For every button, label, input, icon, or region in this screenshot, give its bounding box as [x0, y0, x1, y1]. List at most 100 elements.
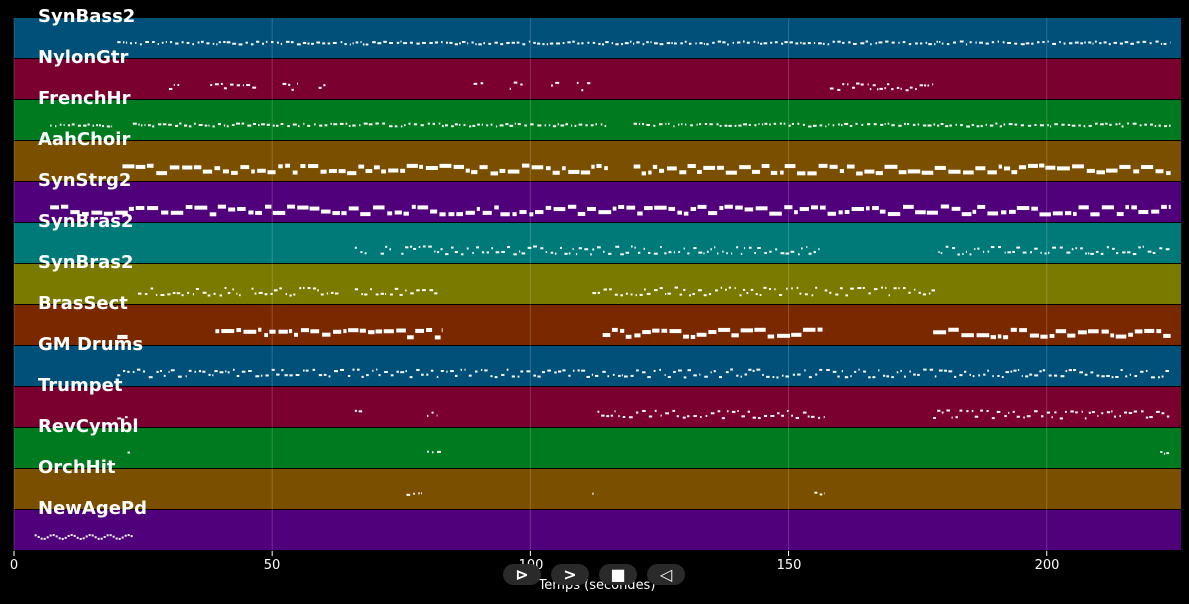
- note: [127, 534, 130, 537]
- note: [530, 123, 534, 126]
- note: [278, 164, 283, 169]
- note: [673, 251, 676, 254]
- note: [857, 287, 862, 290]
- note: [480, 82, 484, 85]
- stop-button[interactable]: ■: [599, 564, 637, 585]
- note: [690, 124, 693, 127]
- note: [514, 122, 516, 125]
- x-tick-label: 50: [263, 558, 281, 573]
- note: [842, 41, 845, 44]
- note: [740, 375, 742, 378]
- note: [67, 534, 70, 537]
- note: [959, 409, 963, 412]
- note: [281, 369, 284, 372]
- note: [434, 250, 436, 253]
- note: [333, 123, 338, 126]
- note: [602, 333, 611, 338]
- note: [360, 251, 363, 254]
- note: [1127, 251, 1131, 254]
- note: [965, 250, 967, 253]
- note: [753, 40, 756, 43]
- note: [679, 170, 687, 175]
- note: [1016, 415, 1020, 418]
- note: [719, 205, 724, 210]
- note: [549, 42, 554, 45]
- note: [280, 42, 283, 45]
- note: [757, 417, 761, 420]
- note: [770, 41, 773, 44]
- note: [188, 125, 192, 128]
- forward-button[interactable]: >: [551, 564, 589, 585]
- note: [531, 165, 544, 170]
- note: [891, 124, 895, 127]
- note: [951, 416, 953, 419]
- note: [1096, 170, 1105, 175]
- note: [766, 375, 770, 378]
- note: [764, 252, 767, 255]
- note: [654, 42, 658, 45]
- note: [215, 329, 220, 334]
- note: [726, 410, 729, 413]
- note: [451, 125, 454, 128]
- note: [410, 41, 413, 44]
- note: [835, 293, 839, 296]
- note: [666, 166, 677, 171]
- note: [232, 368, 235, 371]
- note: [124, 534, 127, 537]
- note: [1094, 40, 1097, 43]
- play-button[interactable]: ⊳: [503, 564, 541, 585]
- note: [167, 293, 171, 296]
- note: [288, 329, 293, 334]
- note: [932, 83, 934, 86]
- note: [912, 123, 916, 126]
- note: [324, 124, 328, 127]
- note: [338, 169, 346, 174]
- note: [747, 410, 751, 413]
- note: [494, 205, 499, 210]
- note: [364, 293, 368, 296]
- note: [791, 414, 794, 417]
- note: [977, 247, 980, 250]
- note: [272, 124, 275, 127]
- note: [611, 327, 618, 332]
- note: [460, 253, 464, 256]
- note: [567, 41, 571, 44]
- note: [869, 88, 872, 91]
- note: [717, 40, 722, 43]
- note: [495, 125, 498, 128]
- note: [1139, 124, 1142, 127]
- note: [1060, 375, 1065, 378]
- note: [987, 170, 997, 175]
- note: [900, 87, 902, 90]
- note: [186, 41, 190, 44]
- note: [1095, 250, 1099, 253]
- note: [495, 251, 500, 254]
- note: [992, 375, 994, 378]
- note: [302, 41, 307, 44]
- back-button[interactable]: ◁: [647, 564, 685, 585]
- note: [500, 212, 510, 217]
- note: [819, 493, 823, 496]
- note: [620, 328, 625, 333]
- note: [236, 292, 238, 295]
- note: [323, 373, 327, 376]
- note: [517, 123, 521, 126]
- note: [1125, 205, 1130, 210]
- note: [1040, 251, 1042, 254]
- note: [396, 370, 399, 373]
- note: [239, 294, 241, 297]
- note: [952, 247, 956, 250]
- note: [763, 286, 767, 289]
- note: [966, 125, 970, 128]
- note: [1020, 43, 1025, 46]
- note: [710, 248, 712, 251]
- note: [1133, 410, 1138, 413]
- note: [985, 123, 987, 126]
- note: [441, 125, 444, 128]
- note: [1166, 415, 1170, 418]
- note: [1161, 412, 1165, 415]
- note: [134, 41, 137, 44]
- note: [727, 43, 729, 46]
- note: [103, 211, 113, 216]
- note: [184, 124, 188, 127]
